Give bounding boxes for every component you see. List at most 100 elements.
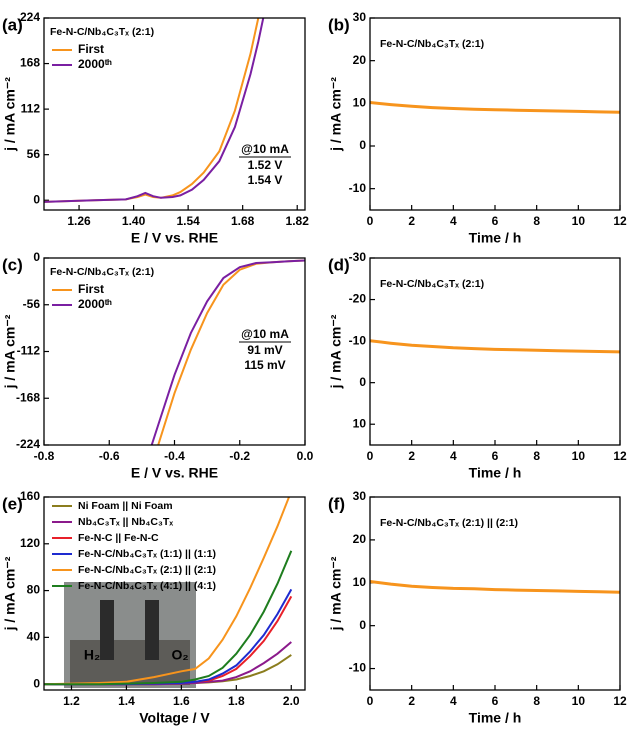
y-tick-label: 168 xyxy=(20,56,40,70)
y-tick-label: 40 xyxy=(27,630,41,644)
panel-title: Fe-N-C/Nb₄C₃Tₓ (2:1) xyxy=(50,26,154,38)
y-axis-label: j / mA cm⁻² xyxy=(2,77,18,152)
x-tick-label: 12 xyxy=(613,694,627,708)
x-tick-label: 1.2 xyxy=(63,694,80,708)
x-axis-label: Time / h xyxy=(469,230,522,246)
plot-frame xyxy=(369,496,621,691)
legend-label: Ni Foam || Ni Foam xyxy=(78,500,173,512)
x-tick-label: 12 xyxy=(613,214,627,228)
plot-frame xyxy=(369,257,621,446)
y-tick-label: -112 xyxy=(17,344,41,358)
data-line xyxy=(44,497,291,686)
panel: -224 -168 -112 -56 0 -0.8 -0.6 -0.4 -0.2 0.0 (c) Fe… xyxy=(2,250,314,481)
y-tick-label: 30 xyxy=(353,489,367,503)
y-tick-label: 120 xyxy=(20,536,40,550)
legend-label: Fe-N-C/Nb₄C₃Tₓ (2:1) || (2:1) xyxy=(78,564,216,576)
y-tick-label: -20 xyxy=(349,292,367,306)
y-axis-label: j / mA cm⁻² xyxy=(328,556,344,631)
x-tick-label: 6 xyxy=(492,694,499,708)
data-line xyxy=(150,259,305,445)
x-tick-label: -0.8 xyxy=(34,449,55,463)
annotation: 115 mV xyxy=(244,358,285,372)
plot-frame xyxy=(43,17,306,211)
legend-label: First xyxy=(78,282,104,296)
panel: -10 0 10 20 30 0 2 4 6 8 10 12 (b) Fe-N-C/Nb₄C₃Tₓ (2:… xyxy=(328,10,627,246)
y-tick-label: 0 xyxy=(359,138,366,152)
panel-label: (f) xyxy=(328,494,345,513)
x-tick-label: 1.26 xyxy=(67,214,91,228)
y-axis-label: j / mA cm⁻² xyxy=(2,314,18,389)
panel-title: Fe-N-C/Nb₄C₃Tₓ (2:1) xyxy=(380,38,484,50)
panel-label: (c) xyxy=(2,255,23,274)
x-tick-label: -0.4 xyxy=(164,449,185,463)
y-tick-label: 30 xyxy=(353,10,367,24)
panel-title: Fe-N-C/Nb₄C₃Tₓ (2:1) || (2:1) xyxy=(380,517,518,529)
inset-liquid xyxy=(70,640,190,685)
y-tick-label: 10 xyxy=(353,416,367,430)
legend-label: Fe-N-C || Fe-N-C xyxy=(78,532,159,544)
annotation: @10 mA xyxy=(241,327,289,341)
y-tick-label: 10 xyxy=(353,96,367,110)
y-tick-label: 224 xyxy=(20,10,40,24)
x-tick-label: 10 xyxy=(572,449,586,463)
data-line xyxy=(370,580,620,594)
x-tick-label: 8 xyxy=(533,214,540,228)
legend-label: First xyxy=(78,42,104,56)
y-tick-label: 112 xyxy=(21,101,41,115)
panel: 0 40 80 120 160 1.2 1.4 1.6 1.8 2.0 (e) Voltage / V… xyxy=(2,489,306,726)
x-tick-label: 1.8 xyxy=(228,694,245,708)
y-tick-label: 80 xyxy=(27,583,41,597)
x-tick-label: 2 xyxy=(408,214,415,228)
y-tick-label: -224 xyxy=(16,437,40,451)
y-tick-label: 0 xyxy=(359,618,366,632)
x-tick-label: 2 xyxy=(408,449,415,463)
panel: -10 0 10 20 30 0 2 4 6 8 10 12 (f) Fe-N-C/Nb₄C₃Tₓ (2:… xyxy=(328,489,627,726)
plot-frame xyxy=(369,17,621,211)
x-tick-label: -0.6 xyxy=(99,449,120,463)
annotation: @10 mA xyxy=(241,142,289,156)
x-tick-label: 0.0 xyxy=(297,449,314,463)
annotation: H₂ xyxy=(84,647,100,663)
annotation: 91 mV xyxy=(247,343,282,357)
panel-title: Fe-N-C/Nb₄C₃Tₓ (2:1) xyxy=(380,278,484,290)
x-tick-label: 8 xyxy=(533,694,540,708)
y-axis-label: j / mA cm⁻² xyxy=(2,556,18,631)
panel-label: (d) xyxy=(328,255,350,274)
legend-label: Fe-N-C/Nb₄C₃Tₓ (1:1) || (1:1) xyxy=(78,548,216,560)
x-tick-label: 6 xyxy=(492,449,499,463)
x-tick-label: 4 xyxy=(450,694,457,708)
x-tick-label: 1.40 xyxy=(122,214,146,228)
panel-title: Fe-N-C/Nb₄C₃Tₓ (2:1) xyxy=(50,266,154,278)
x-tick-label: 12 xyxy=(613,449,627,463)
x-tick-label: 4 xyxy=(450,449,457,463)
x-tick-label: 1.54 xyxy=(176,214,200,228)
x-tick-label: 10 xyxy=(572,694,586,708)
data-line xyxy=(370,101,620,114)
x-axis-label: E / V vs. RHE xyxy=(131,230,218,246)
y-tick-label: 0 xyxy=(33,192,40,206)
y-tick-label: 56 xyxy=(27,147,41,161)
plot-frame xyxy=(43,257,306,446)
y-tick-label: 160 xyxy=(20,489,40,503)
x-tick-label: 1.4 xyxy=(118,694,135,708)
y-tick-label: -10 xyxy=(349,333,367,347)
y-axis-label: j / mA cm⁻² xyxy=(328,314,344,389)
y-tick-label: -10 xyxy=(349,181,367,195)
x-axis-label: E / V vs. RHE xyxy=(131,465,218,481)
x-tick-label: 2 xyxy=(408,694,415,708)
annotation: 1.52 V xyxy=(248,158,283,172)
legend-label: Fe-N-C/Nb₄C₃Tₓ (4:1) || (4:1) xyxy=(78,580,216,592)
panel: -30 -20 -10 0 10 0 2 4 6 8 10 12 (d) Fe-N-C/Nb₄C₃Tₓ (… xyxy=(328,250,627,481)
x-axis-label: Time / h xyxy=(469,465,522,481)
y-tick-label: -10 xyxy=(349,661,367,675)
plot-frame xyxy=(43,496,306,691)
x-tick-label: -0.2 xyxy=(229,449,250,463)
y-tick-label: 20 xyxy=(353,532,367,546)
y-tick-label: 20 xyxy=(353,53,367,67)
x-axis-label: Time / h xyxy=(469,710,522,726)
panel: 0 56 112 168 224 1.26 1.40 1.54 1.68 1.82 (a) Fe-N-… xyxy=(2,10,310,246)
y-tick-label: 0 xyxy=(359,375,366,389)
panel-label: (b) xyxy=(328,15,350,34)
y-tick-label: -168 xyxy=(16,390,40,404)
